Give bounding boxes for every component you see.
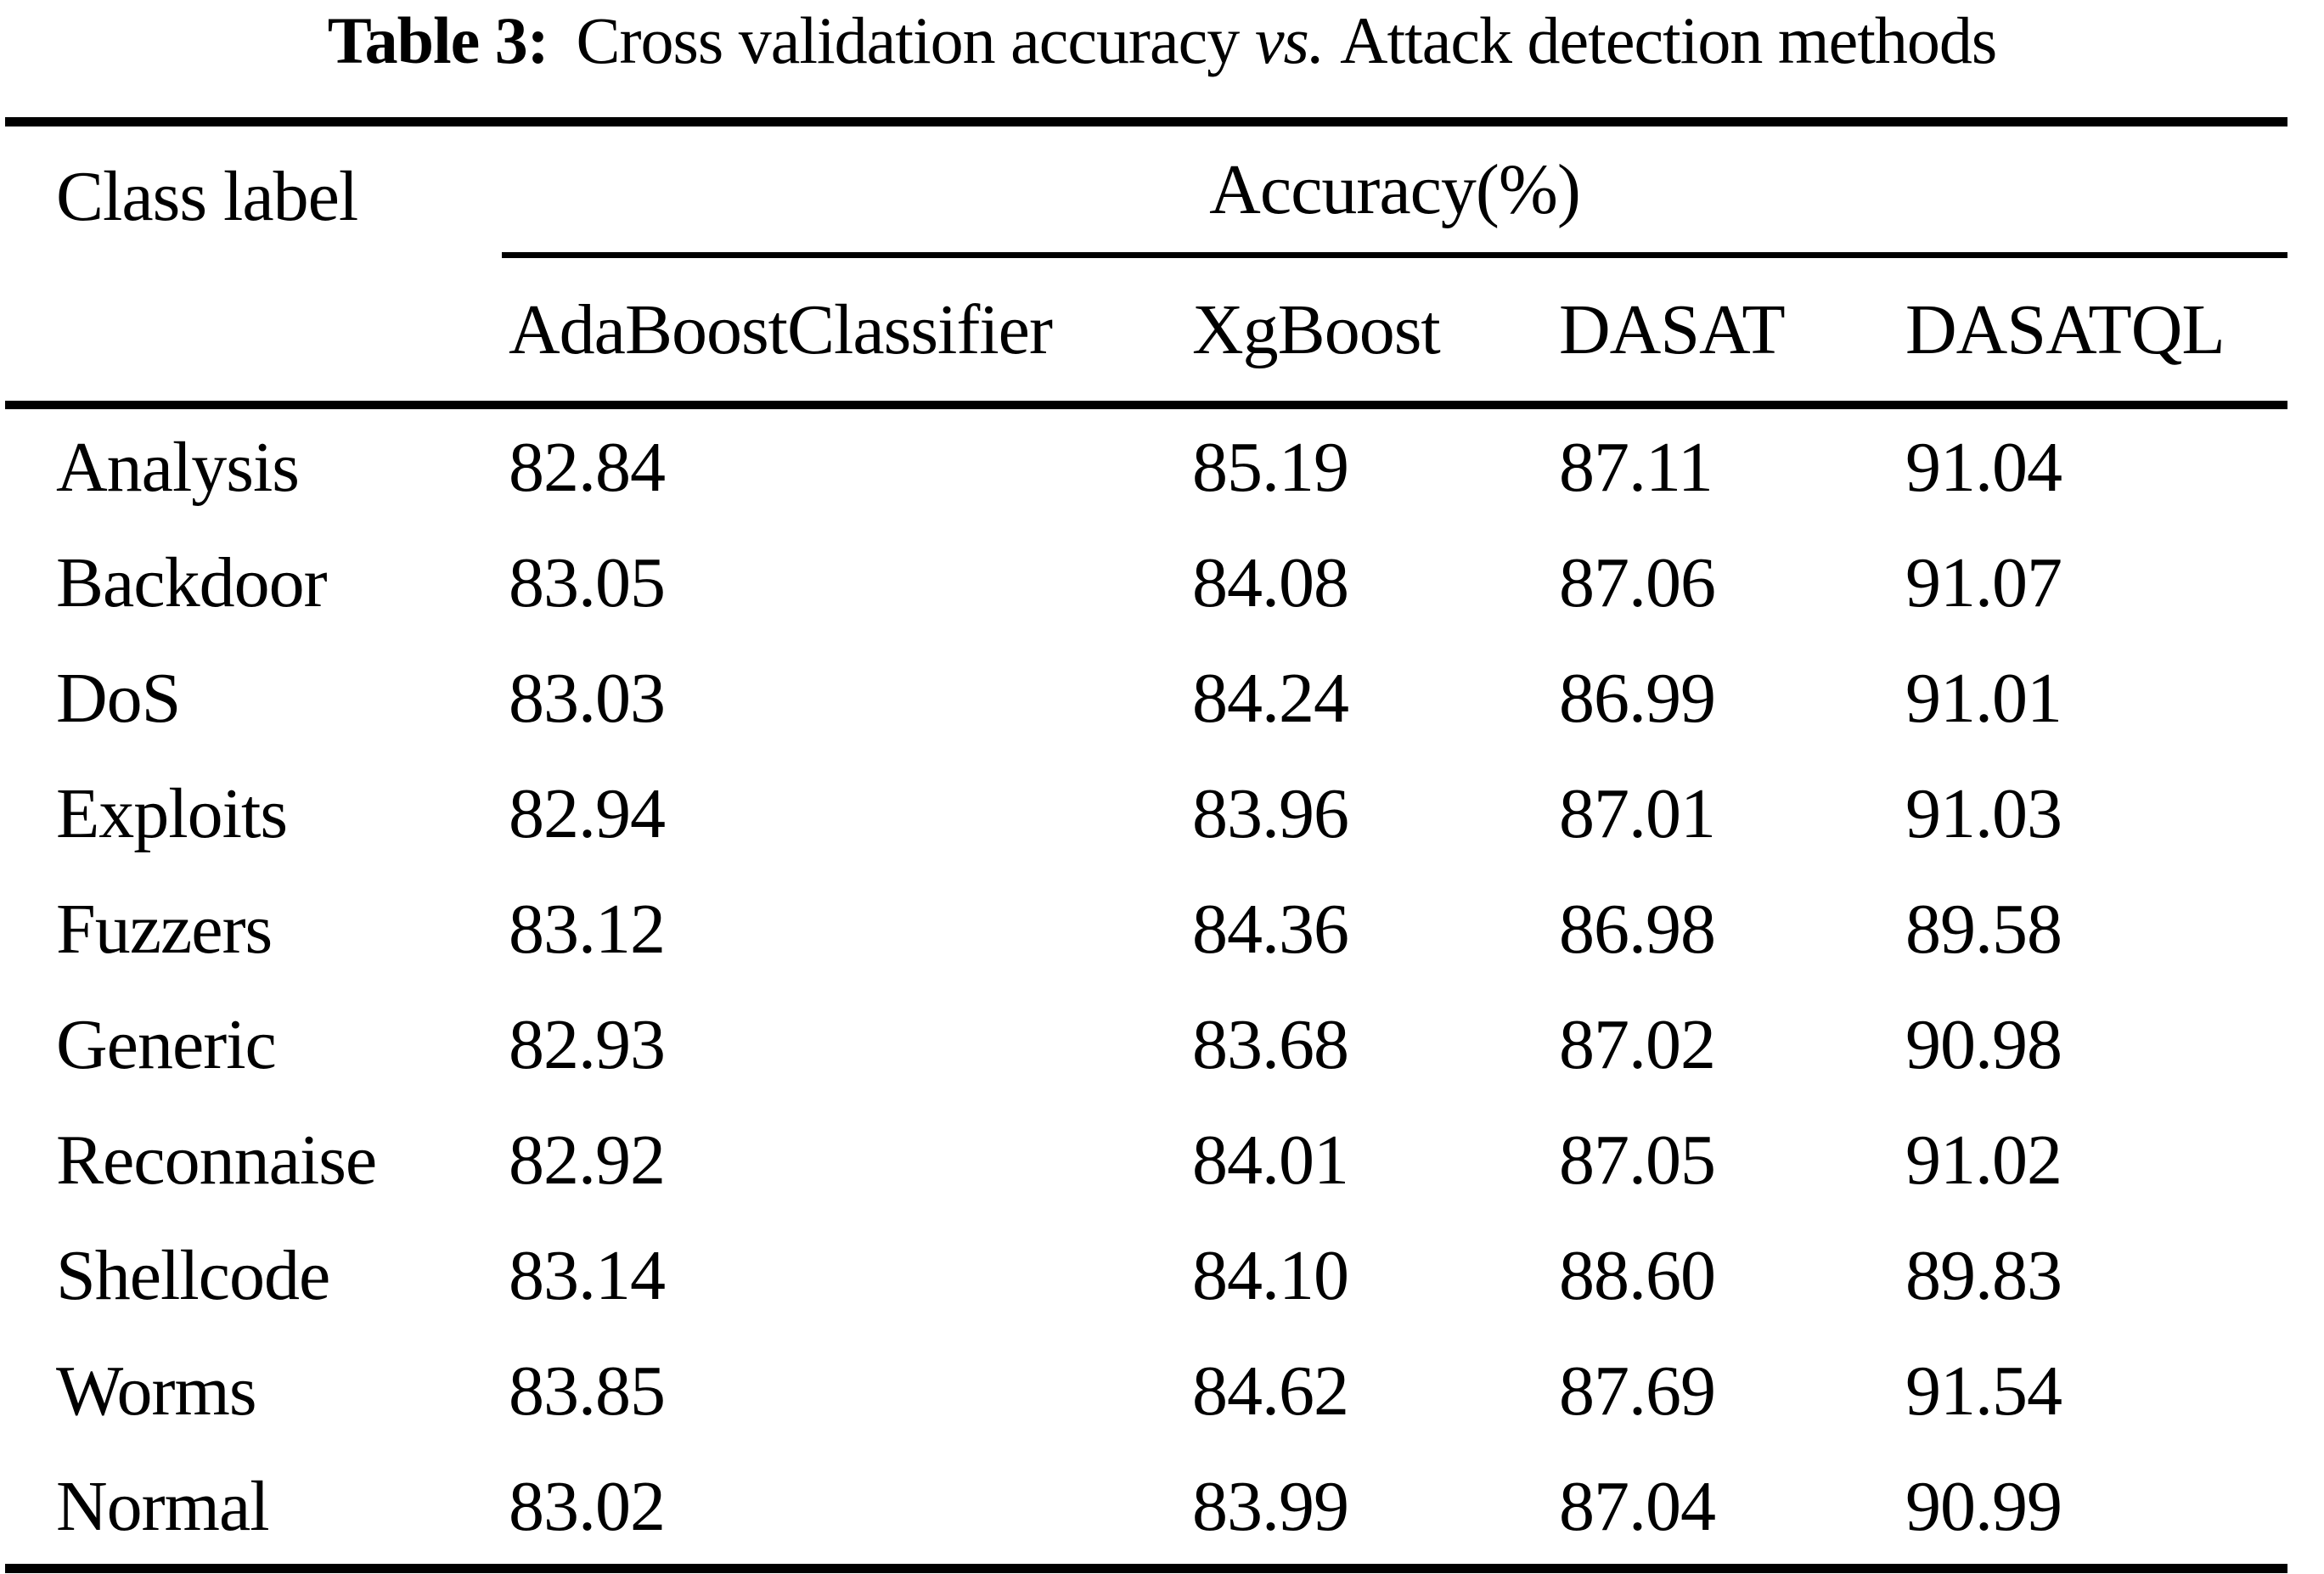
value-cell: 87.01 (1559, 773, 1716, 853)
value-cell: 84.62 (1192, 1351, 1349, 1431)
row-label: DoS (56, 658, 181, 738)
value-cell: 91.03 (1905, 773, 2062, 853)
table-row: Worms 83.85 84.62 87.69 91.54 (5, 1333, 2287, 1448)
value-cell: 89.58 (1905, 889, 2062, 969)
row-label: Analysis (56, 427, 300, 507)
value-cell: 83.02 (509, 1466, 666, 1546)
caption-table-number: Table 3: (327, 3, 549, 77)
table-row: DoS 83.03 84.24 86.99 91.01 (5, 640, 2287, 756)
header-method-dasat: DASAT (1552, 255, 1899, 410)
value-cell: 86.98 (1559, 889, 1716, 969)
value-cell: 82.93 (509, 1004, 666, 1084)
value-cell: 87.05 (1559, 1120, 1716, 1200)
value-cell: 83.03 (509, 658, 666, 738)
value-cell: 84.24 (1192, 658, 1349, 738)
value-cell: 87.02 (1559, 1004, 1716, 1084)
value-cell: 84.10 (1192, 1235, 1349, 1315)
value-cell: 91.04 (1905, 427, 2062, 507)
value-cell: 88.60 (1559, 1235, 1716, 1315)
value-cell: 82.92 (509, 1120, 666, 1200)
row-label: Fuzzers (56, 889, 273, 969)
value-cell: 91.07 (1905, 542, 2062, 622)
header-methods-row: AdaBoostClassifier XgBoost DASAT DASATQL (5, 255, 2287, 410)
value-cell: 91.01 (1905, 658, 2062, 738)
table-row: Exploits 82.94 83.96 87.01 91.03 (5, 756, 2287, 871)
row-label: Normal (56, 1466, 270, 1546)
table-row: Shellcode 83.14 84.10 88.60 89.83 (5, 1217, 2287, 1333)
header-method-dasatql: DASATQL (1899, 255, 2287, 410)
row-label: Reconnaise (56, 1120, 377, 1200)
row-label: Worms (56, 1351, 257, 1431)
value-cell: 83.12 (509, 889, 666, 969)
value-cell: 90.98 (1905, 1004, 2062, 1084)
value-cell: 83.96 (1192, 773, 1349, 853)
value-cell: 83.05 (509, 542, 666, 622)
row-label: Shellcode (56, 1235, 330, 1315)
value-cell: 87.06 (1559, 542, 1716, 622)
value-cell: 91.02 (1905, 1120, 2062, 1200)
value-cell: 87.04 (1559, 1466, 1716, 1546)
table-row: Reconnaise 82.92 84.01 87.05 91.02 (5, 1102, 2287, 1217)
value-cell: 83.99 (1192, 1466, 1349, 1546)
header-class-label: Class label (5, 121, 502, 410)
table-row: Normal 83.02 83.99 87.04 90.99 (5, 1448, 2287, 1569)
header-method-adaboostclassifier: AdaBoostClassifier (502, 255, 1185, 410)
value-cell: 89.83 (1905, 1235, 2062, 1315)
header-accuracy-group: Accuracy(%) (502, 121, 2287, 259)
value-cell: 84.08 (1192, 542, 1349, 622)
header-group-row: Class label Accuracy(%) (5, 121, 2287, 410)
value-cell: 82.94 (509, 773, 666, 853)
table-row: Analysis 82.84 85.19 87.11 91.04 (5, 405, 2287, 525)
row-label: Exploits (56, 773, 288, 853)
value-cell: 90.99 (1905, 1466, 2062, 1546)
value-cell: 85.19 (1192, 427, 1349, 507)
caption-vs: vs. (1254, 3, 1325, 77)
row-label: Generic (56, 1004, 277, 1084)
caption-text-before-vs: Cross validation accuracy (576, 3, 1241, 77)
value-cell: 91.54 (1905, 1351, 2062, 1431)
value-cell: 84.01 (1192, 1120, 1349, 1200)
results-table: Class label Accuracy(%) AdaBoostClassifi… (5, 117, 2287, 1574)
row-label: Backdoor (56, 542, 328, 622)
value-cell: 83.85 (509, 1351, 666, 1431)
header-method-xgboost: XgBoost (1185, 255, 1552, 410)
table-row: Fuzzers 83.12 84.36 86.98 89.58 (5, 871, 2287, 987)
caption-text-after-vs: Attack detection methods (1340, 3, 1997, 77)
value-cell: 84.36 (1192, 889, 1349, 969)
value-cell: 83.68 (1192, 1004, 1349, 1084)
table-row: Backdoor 83.05 84.08 87.06 91.07 (5, 525, 2287, 640)
value-cell: 87.11 (1559, 427, 1713, 507)
table-caption: Table 3: Cross validation accuracy vs. Atta… (0, 2, 2324, 80)
value-cell: 83.14 (509, 1235, 666, 1315)
value-cell: 82.84 (509, 427, 666, 507)
table-row: Generic 82.93 83.68 87.02 90.98 (5, 987, 2287, 1102)
value-cell: 86.99 (1559, 658, 1716, 738)
value-cell: 87.69 (1559, 1351, 1716, 1431)
